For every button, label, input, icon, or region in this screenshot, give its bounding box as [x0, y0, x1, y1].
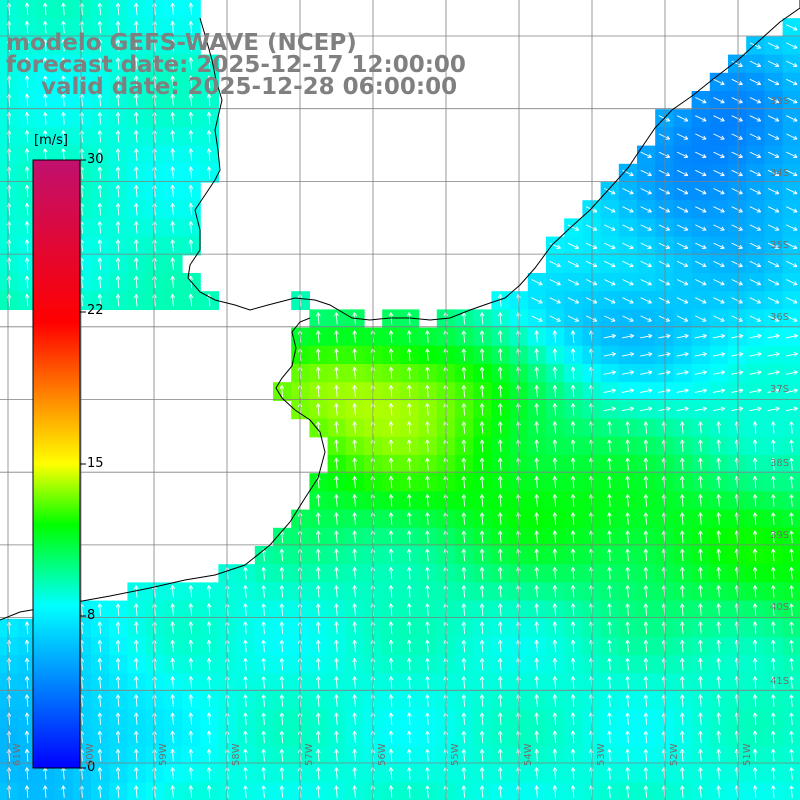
- lat-label-41s: 41S: [770, 676, 790, 687]
- lon-label-55w: 55W: [450, 743, 461, 766]
- colorbar: [32, 159, 86, 769]
- lat-label-34s: 34S: [770, 168, 790, 179]
- lon-label-52w: 52W: [669, 743, 680, 766]
- lon-label-53w: 53W: [596, 743, 607, 766]
- lat-label-39s: 39S: [770, 530, 790, 541]
- colorbar-tick-15: 15: [87, 456, 104, 471]
- lon-label-57w: 57W: [304, 743, 315, 766]
- colorbar-tick-8: 8: [87, 608, 96, 623]
- lat-label-40s: 40S: [770, 602, 790, 613]
- colorbar-tick-22: 22: [87, 303, 104, 318]
- lon-label-54w: 54W: [523, 743, 534, 766]
- colorbar-unit: [m/s]: [34, 133, 68, 148]
- lon-label-58w: 58W: [231, 743, 242, 766]
- lat-label-37s: 37S: [770, 384, 790, 395]
- lon-label-59w: 59W: [158, 743, 169, 766]
- colorbar-ramp: [32, 159, 81, 769]
- colorbar-tick-30: 30: [87, 152, 104, 167]
- lat-label-33s: 33S: [770, 96, 790, 107]
- lon-label-60w: 60W: [85, 743, 96, 766]
- lon-label-56w: 56W: [377, 743, 388, 766]
- lon-label-61w: 61W: [12, 743, 23, 766]
- lat-label-38s: 38S: [770, 458, 790, 469]
- lat-label-36s: 36S: [770, 312, 790, 323]
- lat-label-35s: 35S: [770, 240, 790, 251]
- lon-label-51w: 51W: [742, 743, 753, 766]
- valid-date: valid date: 2025-12-28 06:00:00: [41, 74, 458, 100]
